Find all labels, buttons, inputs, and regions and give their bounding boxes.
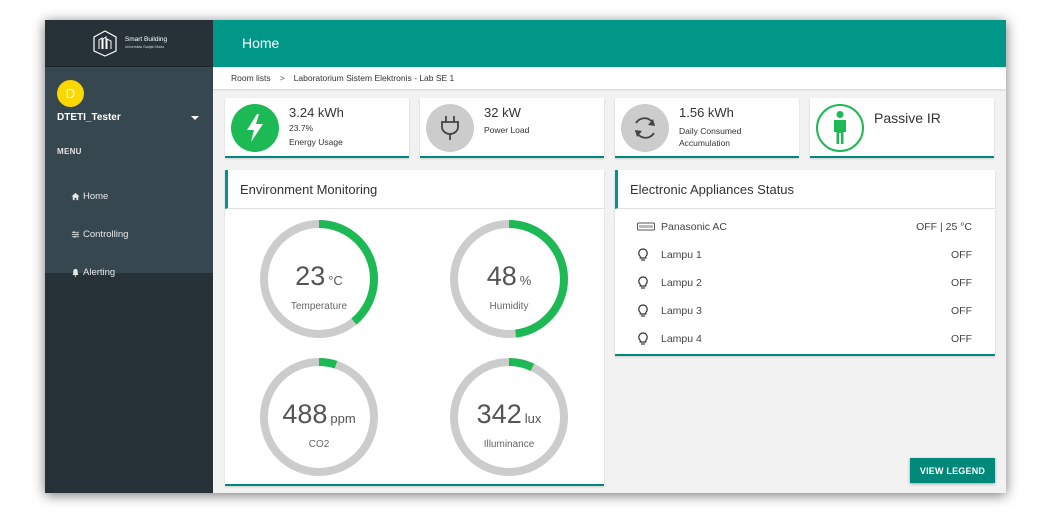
bell-icon	[72, 268, 79, 277]
breadcrumb: Room lists > Laboratorium Sistem Elektro…	[213, 67, 1006, 89]
chevron-down-icon[interactable]	[191, 116, 199, 120]
co2-label: CO2	[308, 439, 330, 450]
humidity-gauge: 48% Humidity	[449, 219, 569, 339]
appliance-row-lampu-1[interactable]: Lampu 1 OFF	[637, 245, 972, 265]
illuminance-label: Illuminance	[483, 439, 535, 450]
appliance-name: Lampu 2	[661, 277, 702, 289]
view-legend-button[interactable]: VIEW LEGEND	[910, 458, 995, 483]
appliance-name: Lampu 4	[661, 333, 702, 345]
appliance-row-lampu-4[interactable]: Lampu 4 OFF	[637, 329, 972, 349]
gauge-fill-arc	[450, 220, 568, 338]
person-icon	[816, 104, 864, 152]
illuminance-gauge: 342 lux Illuminance	[449, 357, 569, 477]
lightning-icon	[231, 104, 279, 152]
passive-ir-card: Passive IR	[810, 98, 994, 158]
lightbulb-icon	[637, 276, 655, 290]
appliance-status: OFF	[951, 249, 972, 261]
sidebar-item-label: Controlling	[83, 229, 129, 240]
environment-monitoring-title: Environment Monitoring	[225, 170, 604, 209]
co2-value: 488	[282, 399, 328, 429]
username[interactable]: DTETI_Tester	[57, 112, 121, 123]
temperature-gauge: 23 °C Temperature	[259, 219, 379, 339]
appliance-name: Panasonic AC	[661, 221, 727, 233]
lightbulb-icon	[637, 248, 655, 262]
sidebar-item-home[interactable]: Home	[71, 191, 108, 202]
energy-usage-value: 3.24 kWh	[289, 105, 344, 120]
brand-subtitle: Universitas Gadjah Mada	[124, 44, 165, 49]
gauge-fill-arc	[260, 220, 378, 338]
breadcrumb-separator: >	[279, 73, 285, 83]
brand-title: Smart Building	[124, 36, 168, 43]
co2-gauge: 488 ppm CO2	[259, 357, 379, 477]
humidity-value: 48	[486, 261, 517, 291]
plug-icon	[426, 104, 474, 152]
refresh-icon	[621, 104, 669, 152]
energy-usage-label: Energy Usage	[289, 137, 343, 147]
daily-consumed-label: Daily Consumed	[679, 126, 742, 136]
app-window: Smart Building Universitas Gadjah Mada D…	[45, 20, 1006, 493]
humidity-label: Humidity	[489, 301, 529, 312]
menu-heading: MENU	[57, 147, 82, 156]
user-panel: D DTETI_Tester MENU Home Controlling Ale…	[45, 67, 213, 278]
appliance-name: Lampu 1	[661, 249, 702, 261]
power-load-value: 32 kW	[484, 105, 521, 120]
appliances-status-panel: Electronic Appliances Status Panasonic A…	[615, 170, 995, 356]
top-bar: Home	[213, 20, 1006, 67]
illuminance-unit: lux	[524, 411, 542, 426]
temperature-label: Temperature	[290, 301, 348, 312]
power-load-label: Power Load	[484, 125, 530, 135]
temperature-value: 23	[295, 261, 326, 291]
breadcrumb-room-lists[interactable]: Room lists	[231, 73, 271, 83]
sliders-icon	[71, 231, 80, 238]
energy-usage-percent: 23.7%	[289, 123, 314, 133]
appliance-status: OFF	[951, 277, 972, 289]
appliance-row-ac[interactable]: Panasonic AC OFF | 25 °C	[637, 217, 972, 237]
illuminance-value: 342	[476, 399, 522, 429]
appliance-status: OFF | 25 °C	[916, 221, 972, 233]
energy-usage-card: 3.24 kWh 23.7% Energy Usage	[225, 98, 409, 158]
building-logo-icon	[93, 30, 117, 57]
sidebar-item-controlling[interactable]: Controlling	[71, 229, 128, 240]
environment-monitoring-panel: Environment Monitoring 23 °C Temperature …	[225, 170, 604, 486]
appliance-name: Lampu 3	[661, 305, 702, 317]
co2-unit: ppm	[330, 411, 356, 426]
passive-ir-value: Passive IR	[874, 110, 941, 126]
logo[interactable]: Smart Building Universitas Gadjah Mada	[45, 20, 213, 67]
appliance-row-lampu-2[interactable]: Lampu 2 OFF	[637, 273, 972, 293]
avatar[interactable]: D	[57, 80, 84, 107]
sidebar-item-label: Alerting	[83, 267, 116, 278]
sidebar-item-label: Home	[83, 191, 109, 202]
accumulation-label: Accumulation	[679, 138, 731, 148]
ac-icon	[637, 220, 655, 234]
appliance-status: OFF	[951, 333, 972, 345]
humidity-unit: %	[519, 273, 532, 288]
page-title: Home	[242, 35, 280, 51]
temperature-unit: °C	[328, 273, 343, 288]
appliance-row-lampu-3[interactable]: Lampu 3 OFF	[637, 301, 972, 321]
power-load-card: 32 kW Power Load	[420, 98, 604, 158]
appliances-status-title: Electronic Appliances Status	[615, 170, 995, 209]
home-icon	[71, 192, 80, 201]
daily-consumed-card: 1.56 kWh Daily Consumed Accumulation	[615, 98, 799, 158]
sidebar: Smart Building Universitas Gadjah Mada D…	[45, 20, 213, 493]
sidebar-item-alerting[interactable]: Alerting	[71, 267, 115, 278]
breadcrumb-current: Laboratorium Sistem Elektronis - Lab SE …	[293, 73, 455, 83]
lightbulb-icon	[637, 304, 655, 318]
gauge-fill-arc	[260, 358, 378, 476]
gauge-fill-arc	[450, 358, 568, 476]
lightbulb-icon	[637, 332, 655, 346]
appliance-status: OFF	[951, 305, 972, 317]
daily-consumed-value: 1.56 kWh	[679, 105, 734, 120]
